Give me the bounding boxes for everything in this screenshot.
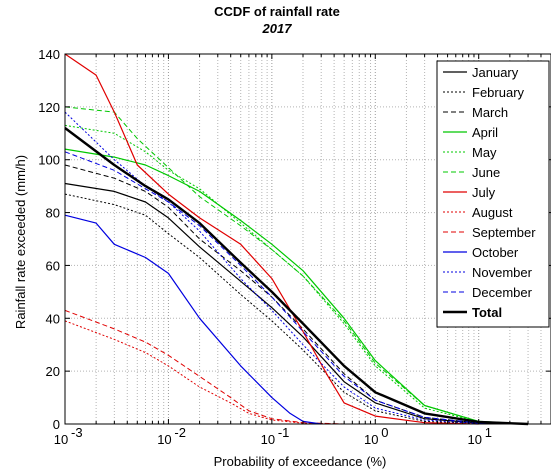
legend-label-april: April [472, 125, 498, 140]
grid [64, 53, 551, 425]
series-line-september [64, 309, 345, 425]
series-line-june [64, 106, 529, 425]
y-tick-label: 0 [53, 417, 60, 432]
y-tick-label: 60 [46, 258, 60, 273]
series-line-august [64, 320, 345, 425]
x-tick-label: 10 [364, 432, 378, 447]
x-tick-exponent: -3 [71, 425, 83, 440]
x-axis-label: Probability of exceedance (%) [214, 454, 387, 469]
legend-label-january: January [472, 65, 519, 80]
x-tick-label: 10 [54, 432, 68, 447]
legend-box [436, 60, 550, 328]
legend-label-december: December [472, 285, 533, 300]
x-tick-exponent: 1 [485, 425, 492, 440]
x-tick-label: 10 [261, 432, 275, 447]
plot-frame [64, 53, 551, 425]
chart-title: CCDF of rainfall rate [214, 4, 340, 19]
chart-subtitle: 2017 [262, 21, 293, 36]
y-tick-label: 120 [38, 100, 60, 115]
x-tick-exponent: 0 [381, 425, 388, 440]
x-tick-label: 10 [157, 432, 171, 447]
legend-label-november: November [472, 265, 533, 280]
y-tick-label: 40 [46, 311, 60, 326]
y-axis-label: Rainfall rate exceeded (mm/h) [13, 155, 28, 329]
legend: January February March April May June July Augu… [436, 60, 550, 328]
legend-label-february: February [472, 85, 525, 100]
y-tick-label: 20 [46, 364, 60, 379]
series-line-january [64, 182, 529, 425]
series-line-total [64, 127, 529, 426]
legend-label-may: May [472, 145, 497, 160]
y-tick-label: 100 [38, 153, 60, 168]
legend-label-july: July [472, 185, 496, 200]
y-tick-label: 80 [46, 206, 60, 221]
x-tick-exponent: -2 [174, 425, 186, 440]
series-line-april [64, 148, 529, 425]
legend-label-june: June [472, 165, 500, 180]
legend-label-september: September [472, 225, 536, 240]
series-line-july [64, 53, 479, 425]
x-tick-exponent: -1 [278, 425, 290, 440]
legend-label-august: August [472, 205, 513, 220]
legend-label-march: March [472, 105, 508, 120]
series-line-december [64, 151, 529, 425]
series-line-october [64, 214, 322, 425]
plot-series [64, 53, 529, 426]
y-tick-label: 140 [38, 47, 60, 62]
legend-label-october: October [472, 245, 519, 260]
x-tick-label: 10 [467, 432, 481, 447]
legend-label-total: Total [472, 305, 502, 320]
